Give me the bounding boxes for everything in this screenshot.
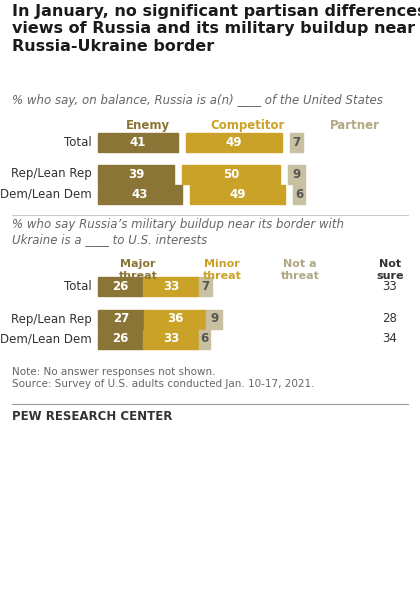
Bar — [182, 164, 280, 184]
Text: 33: 33 — [383, 280, 397, 293]
Text: Major
threat: Major threat — [118, 259, 158, 280]
Text: Not a
threat: Not a threat — [281, 259, 320, 280]
Bar — [98, 164, 174, 184]
Text: Dem/Lean Dem: Dem/Lean Dem — [0, 187, 92, 200]
Text: 6: 6 — [200, 333, 209, 346]
Text: 50: 50 — [223, 167, 239, 180]
Text: In January, no significant partisan differences in
views of Russia and its milit: In January, no significant partisan diff… — [12, 4, 420, 54]
Bar — [98, 309, 144, 329]
Bar — [200, 329, 210, 349]
Text: 9: 9 — [210, 313, 218, 326]
Text: 27: 27 — [113, 313, 129, 326]
Text: Enemy: Enemy — [126, 119, 170, 132]
Text: Competitor: Competitor — [211, 119, 285, 132]
Bar — [288, 164, 305, 184]
Text: 39: 39 — [128, 167, 144, 180]
Text: 28: 28 — [383, 313, 397, 326]
Text: 41: 41 — [130, 135, 146, 148]
Text: Minor
threat: Minor threat — [202, 259, 242, 280]
Bar — [144, 309, 206, 329]
Bar — [98, 329, 143, 349]
Text: Total: Total — [64, 280, 92, 293]
Text: 26: 26 — [112, 280, 129, 293]
Text: 9: 9 — [292, 167, 300, 180]
Text: Total: Total — [64, 135, 92, 148]
Bar — [289, 133, 303, 151]
Text: Not
sure: Not sure — [376, 259, 404, 280]
Text: % who say, on balance, Russia is a(n) ____ of the United States: % who say, on balance, Russia is a(n) __… — [12, 94, 383, 107]
Bar — [98, 184, 182, 204]
Text: 7: 7 — [202, 280, 210, 293]
Text: % who say Russia’s military buildup near its border with
Ukraine is a ____ to U.: % who say Russia’s military buildup near… — [12, 218, 344, 246]
Text: Note: No answer responses not shown.
Source: Survey of U.S. adults conducted Jan: Note: No answer responses not shown. Sou… — [12, 367, 315, 389]
Text: 33: 33 — [163, 280, 179, 293]
Text: Dem/Lean Dem: Dem/Lean Dem — [0, 333, 92, 346]
Text: Rep/Lean Rep: Rep/Lean Rep — [11, 167, 92, 180]
Text: 34: 34 — [383, 333, 397, 346]
Bar — [186, 133, 281, 151]
Bar — [98, 276, 143, 296]
Text: Rep/Lean Rep: Rep/Lean Rep — [11, 313, 92, 326]
Text: 7: 7 — [292, 135, 300, 148]
Text: PEW RESEARCH CENTER: PEW RESEARCH CENTER — [12, 410, 172, 423]
Text: 26: 26 — [112, 333, 129, 346]
Bar — [143, 329, 200, 349]
Text: Partner: Partner — [330, 119, 380, 132]
Text: 36: 36 — [167, 313, 184, 326]
Text: 33: 33 — [163, 333, 179, 346]
Text: 43: 43 — [132, 187, 148, 200]
Text: 6: 6 — [295, 187, 303, 200]
Bar — [294, 184, 305, 204]
Bar — [206, 309, 222, 329]
Bar — [98, 133, 178, 151]
Bar — [200, 276, 212, 296]
Bar — [143, 276, 200, 296]
Text: 49: 49 — [226, 135, 242, 148]
Bar — [190, 184, 286, 204]
Text: 49: 49 — [229, 187, 246, 200]
